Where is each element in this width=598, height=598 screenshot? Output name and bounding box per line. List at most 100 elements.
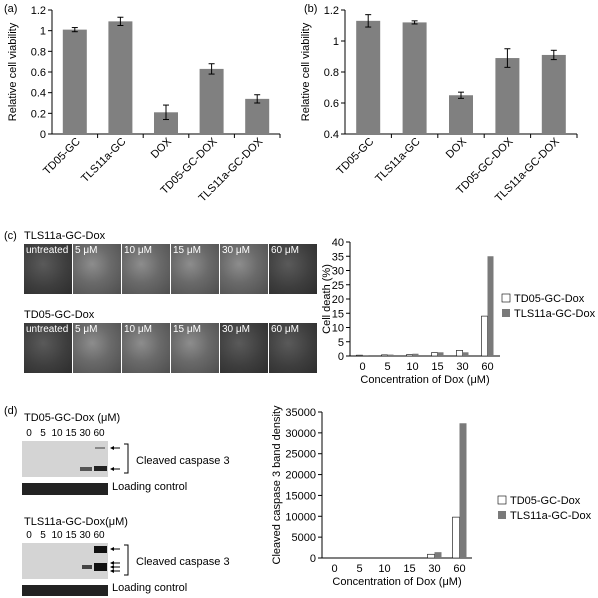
lane-label: 60 [93, 428, 105, 439]
legend-label: TLS11a-GC-Dox [514, 308, 596, 320]
x-tick-label: 0 [331, 563, 337, 575]
legend-swatch [501, 293, 511, 303]
bar [462, 352, 469, 356]
lane-label: 10 [51, 428, 63, 439]
bar [356, 354, 363, 357]
panel-label-b: (b) [304, 3, 318, 15]
y-tick-label: 5000 [292, 532, 316, 544]
legend-swatch [498, 511, 506, 519]
micro-image: 30 μM [220, 244, 268, 294]
y-tick-label: 1 [40, 26, 46, 38]
micro-label: untreated [26, 245, 69, 256]
bar [387, 354, 394, 356]
lane-label: 15 [65, 530, 77, 541]
y-tick-label: 15000 [285, 490, 316, 502]
lane-label: 10 [51, 530, 63, 541]
category-label: TD05-GC [41, 136, 83, 178]
blot2-band-label: Cleaved caspase 3 [136, 556, 230, 568]
y-tick-label: 0.4 [31, 88, 46, 100]
y-tick-label: 35 [332, 251, 344, 263]
y-tick-label: 0.8 [31, 46, 46, 58]
micro-image: untreated [24, 323, 72, 373]
bar [402, 22, 427, 134]
blot2-title: TLS11a-GC-Dox(μM) [24, 516, 128, 528]
bar [437, 352, 444, 356]
panel-label-d: (d) [4, 405, 18, 417]
legend-swatch [502, 309, 510, 317]
bar [381, 354, 388, 357]
chart-c-cell-death: 0 5 10 15 20 25 30 35 40 0 5 10 15 30 60Concentration … [321, 237, 596, 386]
y-tick-label: 0.2 [31, 108, 46, 120]
blot1-lanes: 0 5 10 15 30 60 [22, 428, 106, 439]
blot2-loading-label: Loading control [112, 582, 188, 594]
y-tick-label: 0.6 [31, 67, 46, 79]
lane-label: 0 [26, 530, 32, 541]
micro-image: 5 μM [73, 323, 121, 373]
x-tick-label: 10 [378, 563, 390, 575]
y-tick-label: 1.2 [324, 5, 339, 17]
y-tick-label: 25 [332, 280, 344, 292]
y-axis-title: Relative cell viability [300, 22, 312, 121]
panel-label-c: (c) [4, 230, 17, 242]
micro-image: 10 μM [122, 244, 170, 294]
y-tick-label: 1 [333, 36, 339, 48]
x-tick-label: 5 [356, 563, 362, 575]
y-axis-title: Cell death (%) [321, 264, 333, 334]
microscopy-row1-title: TLS11a-GC-Dox [24, 230, 106, 242]
bar [449, 95, 473, 134]
x-tick-label: 15 [431, 361, 443, 373]
legend-label: TD05-GC-Dox [510, 495, 581, 507]
micro-label: 5 μM [75, 245, 98, 256]
y-tick-label: 20 [332, 294, 344, 306]
bar [541, 54, 566, 135]
micro-label: 60 μM [271, 324, 299, 335]
blot1-graphic [22, 441, 129, 495]
lane-label: 5 [40, 428, 46, 439]
y-tick-label: 10000 [285, 511, 316, 523]
category-label: DOX [149, 135, 175, 161]
bar [456, 350, 463, 357]
blot1-title: TD05-GC-Dox (μM) [24, 412, 121, 424]
micro-image: 60 μM [269, 323, 317, 373]
micro-label: untreated [26, 324, 69, 335]
micro-label: 30 μM [222, 245, 250, 256]
x-tick-label: 0 [359, 361, 365, 373]
x-tick-label: 15 [403, 563, 415, 575]
microscopy-row2-title: TD05-GC-Dox [24, 309, 95, 321]
x-tick-label: 60 [453, 563, 465, 575]
micro-label: 10 μM [124, 245, 152, 256]
y-tick-label: 35000 [285, 407, 316, 419]
lane-label: 5 [40, 530, 46, 541]
y-tick-label: 0 [310, 553, 316, 565]
micro-image: 15 μM [171, 323, 219, 373]
category-label: TLS11a-GC [373, 136, 422, 185]
y-tick-label: 40 [332, 237, 344, 249]
micro-image: 60 μM [269, 244, 317, 294]
legend-swatch [497, 495, 507, 505]
x-tick-label: 60 [481, 361, 493, 373]
bar [108, 21, 133, 134]
blot1-loading-label: Loading control [112, 481, 188, 493]
category-label: DOX [444, 135, 470, 161]
y-axis-title: Relative cell viability [7, 22, 19, 121]
micro-label: 30 μM [222, 324, 250, 335]
bar [356, 20, 381, 135]
micro-image: 5 μM [73, 244, 121, 294]
bar [452, 516, 460, 559]
bar [481, 315, 488, 357]
bar [434, 552, 442, 558]
y-tick-label: 30000 [285, 428, 316, 440]
legend-label: TLS11a-GC-Dox [510, 510, 592, 522]
y-tick-label: 0.4 [324, 129, 339, 141]
y-tick-label: 0.8 [324, 67, 339, 79]
x-tick-label: 30 [456, 361, 468, 373]
micro-label: 60 μM [271, 245, 299, 256]
bar [427, 553, 435, 559]
micro-label: 15 μM [173, 324, 201, 335]
x-tick-label: 30 [428, 563, 440, 575]
bar [154, 112, 178, 134]
y-tick-label: 10 [332, 323, 344, 335]
lane-label: 30 [79, 428, 91, 439]
micro-label: 5 μM [75, 324, 98, 335]
